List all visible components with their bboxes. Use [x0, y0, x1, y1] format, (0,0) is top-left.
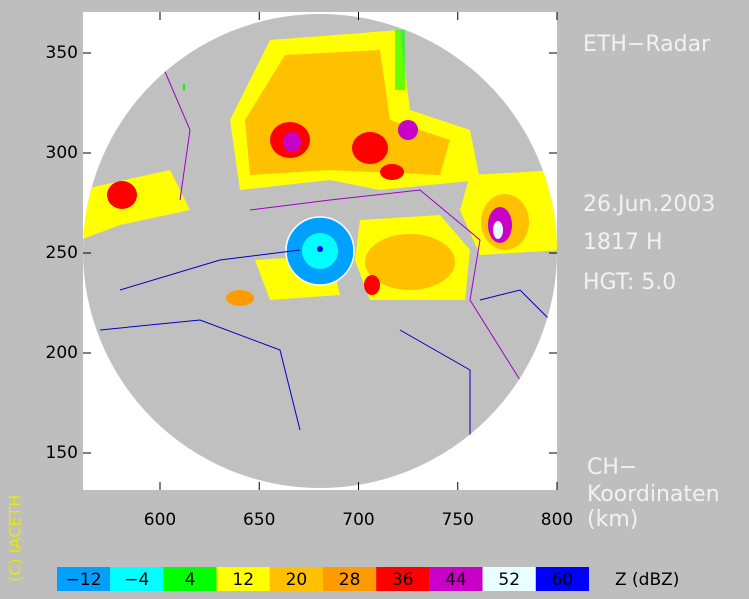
- height: HGT: 5.0: [583, 270, 676, 295]
- legend-unit: Z (dBZ): [615, 570, 679, 590]
- x-tick-label: 650: [243, 510, 275, 530]
- y-tick-label: 200: [46, 343, 78, 363]
- legend-label: 52: [498, 570, 520, 590]
- legend-label: −12: [66, 570, 102, 590]
- x-tick-label: 600: [144, 510, 176, 530]
- legend-label: 20: [286, 570, 308, 590]
- x-tick-label: 800: [541, 510, 573, 530]
- legend-swatch: [323, 567, 377, 591]
- y-tick-label: 150: [46, 443, 78, 463]
- x-tick-label: 750: [442, 510, 474, 530]
- legend-swatch: [163, 567, 217, 591]
- legend-label: 36: [392, 570, 414, 590]
- legend-swatch: [482, 567, 536, 591]
- coord-note: Koordinaten: [587, 482, 720, 507]
- time: 1817 H: [583, 230, 663, 255]
- coord-note: CH−: [587, 455, 637, 480]
- legend-swatch: [376, 567, 430, 591]
- echoes: [83, 30, 557, 440]
- legend-swatch: [535, 567, 589, 591]
- credit: (C) IACETH: [6, 495, 25, 582]
- legend-label: 4: [185, 570, 196, 590]
- legend-label: 60: [552, 570, 574, 590]
- legend-swatch: [216, 567, 270, 591]
- y-tick-label: 250: [46, 243, 78, 263]
- legend-swatch: [429, 567, 483, 591]
- legend-label: 44: [445, 570, 467, 590]
- title: ETH−Radar: [583, 32, 711, 57]
- coord-note: (km): [587, 507, 638, 532]
- y-tick-label: 350: [46, 43, 78, 63]
- date: 26.Jun.2003: [583, 192, 715, 217]
- legend-label: 12: [232, 570, 254, 590]
- legend-swatch: [57, 567, 111, 591]
- y-tick-label: 300: [46, 143, 78, 163]
- legend-swatch: [269, 567, 323, 591]
- legend-label: −4: [124, 570, 149, 590]
- legend-label: 28: [339, 570, 361, 590]
- x-tick-label: 700: [342, 510, 374, 530]
- legend-swatch: [110, 567, 164, 591]
